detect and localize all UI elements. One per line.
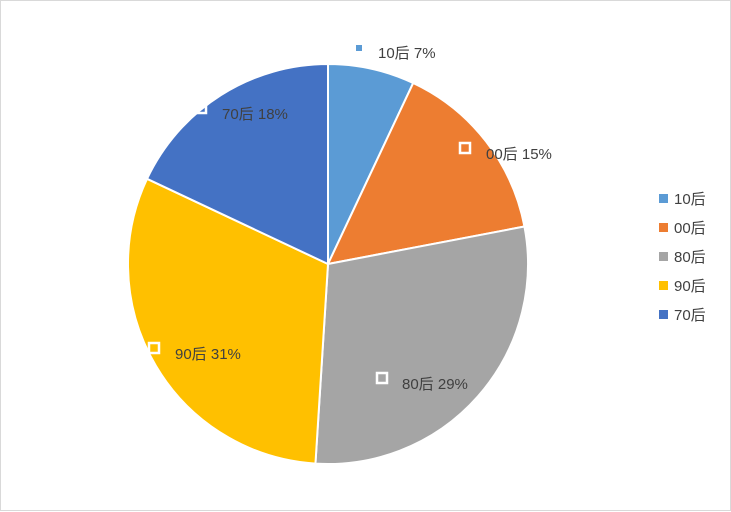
pie-slice <box>127 177 329 465</box>
data-label: 70后 18% <box>222 106 288 123</box>
pie-slice <box>314 225 529 466</box>
legend-label: 00后 <box>674 220 706 237</box>
legend-label: 80后 <box>674 249 706 266</box>
data-label: 80后 29% <box>402 376 468 393</box>
data-label-marker <box>375 371 389 385</box>
data-label-marker <box>458 141 472 155</box>
pie-slice <box>146 63 329 265</box>
legend-swatch <box>659 252 668 261</box>
legend-swatch <box>659 194 668 203</box>
data-label: 10后 7% <box>378 45 436 62</box>
pie-slices <box>127 63 529 466</box>
legend-label: 70后 <box>674 307 706 324</box>
legend-swatch <box>659 310 668 319</box>
chart-legend: 10后 00后 80后 90后 70后 <box>659 191 706 324</box>
data-label-marker <box>356 45 362 51</box>
legend-swatch <box>659 223 668 232</box>
legend-label: 90后 <box>674 278 706 295</box>
data-label-marker <box>194 101 208 115</box>
data-label-marker <box>147 341 161 355</box>
data-label: 00后 15% <box>486 146 552 163</box>
data-labels: 10后 7% 00后 15% 80后 29% 90后 31% 70后 18% <box>147 45 552 393</box>
pie-slice <box>327 82 526 265</box>
data-label: 90后 31% <box>175 346 241 363</box>
legend-label: 10后 <box>674 191 706 208</box>
legend-swatch <box>659 281 668 290</box>
